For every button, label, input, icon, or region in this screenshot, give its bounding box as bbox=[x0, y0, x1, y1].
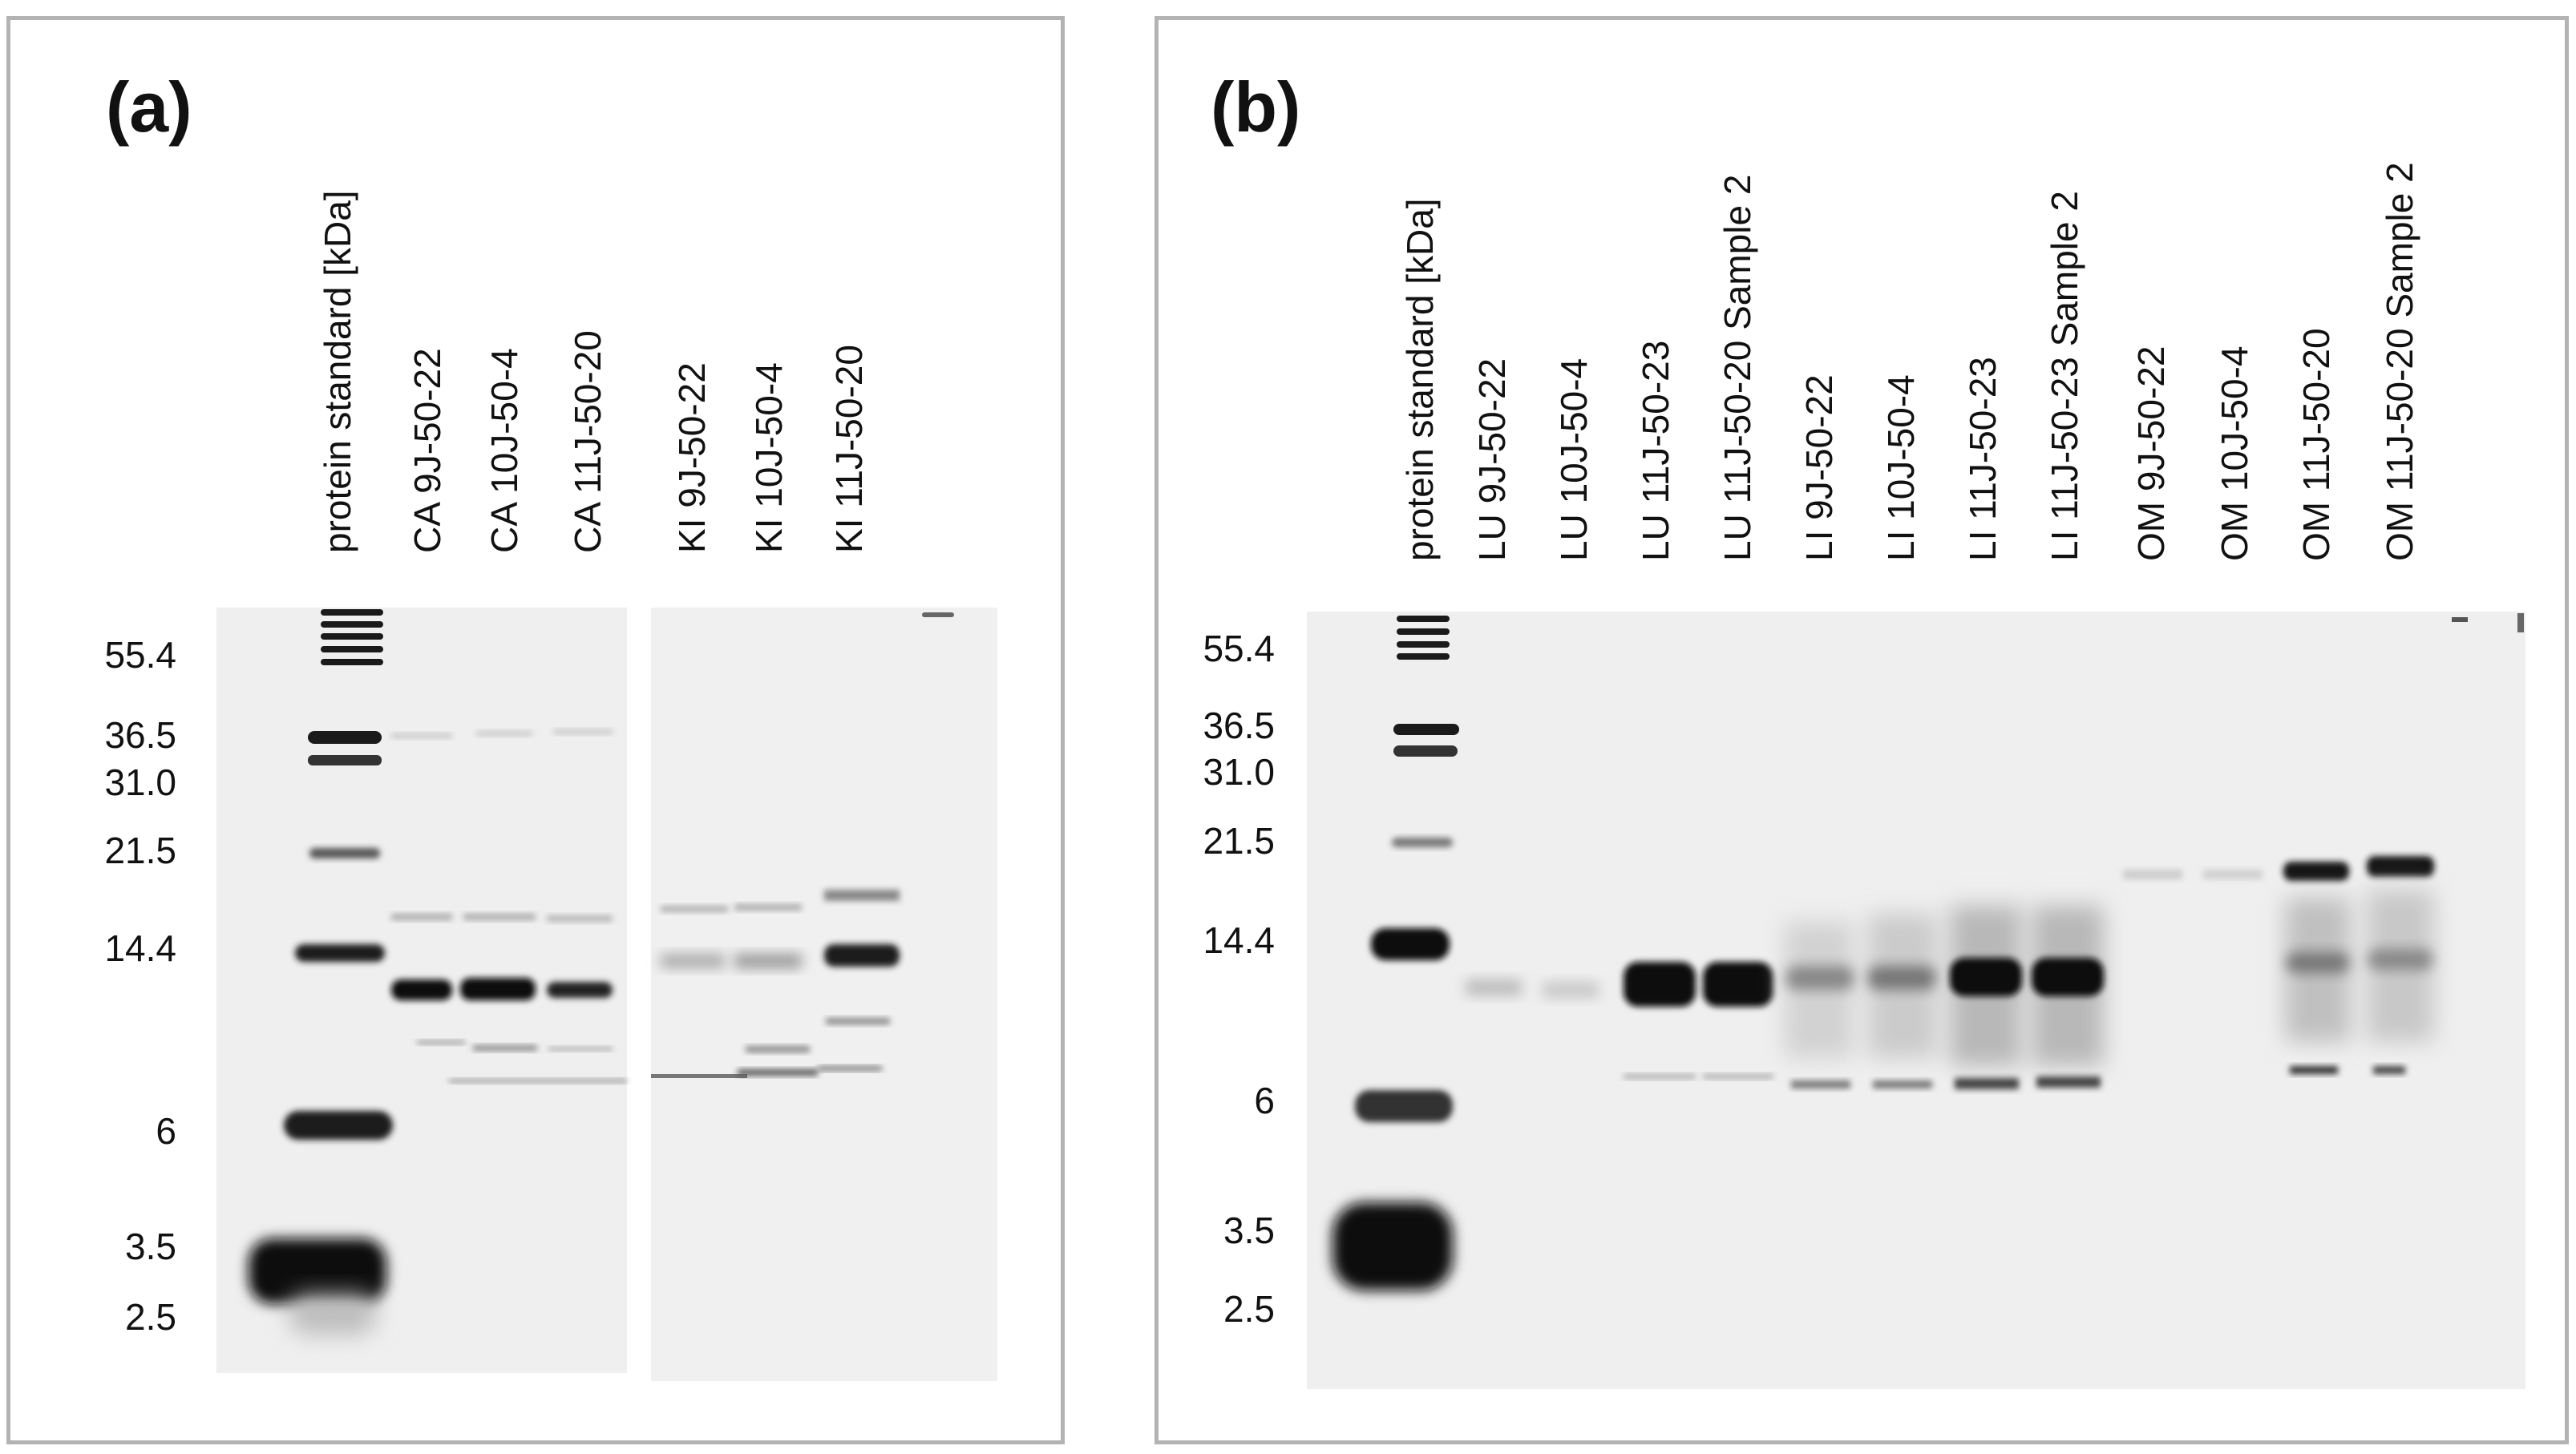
gel-a-left bbox=[216, 608, 627, 1373]
lane-label: CA 11J-50-20 bbox=[567, 330, 609, 553]
marker-label: 31.0 bbox=[1203, 751, 1275, 793]
marker-label: 55.4 bbox=[1203, 628, 1275, 669]
marker-label: 6 bbox=[1254, 1080, 1275, 1121]
marker-label: 3.5 bbox=[125, 1226, 176, 1267]
lane-label: OM 11J-50-20 bbox=[2295, 328, 2337, 561]
gel-a-right bbox=[651, 608, 997, 1381]
lane-label: OM 11J-50-20 Sample 2 bbox=[2379, 162, 2420, 561]
lane-label: CA 9J-50-22 bbox=[406, 348, 448, 553]
ladder-a bbox=[249, 609, 393, 1335]
marker-label: 2.5 bbox=[125, 1296, 176, 1338]
marker-label: 14.4 bbox=[104, 927, 176, 969]
lane-label: LU 11J-50-23 bbox=[1635, 340, 1676, 561]
om-bands bbox=[2123, 613, 2524, 1074]
lane-label: protein standard [kDa] bbox=[1399, 198, 1441, 561]
marker-label: 6 bbox=[156, 1110, 176, 1152]
lane-label: KI 11J-50-20 bbox=[828, 345, 870, 553]
marker-label: 36.5 bbox=[1203, 705, 1275, 746]
lane-label: LU 10J-50-4 bbox=[1553, 357, 1595, 561]
lane-label: protein standard [kDa] bbox=[317, 190, 358, 553]
marker-label: 2.5 bbox=[1223, 1288, 1275, 1330]
marker-label: 36.5 bbox=[104, 714, 176, 756]
marker-label: 55.4 bbox=[104, 634, 176, 676]
lane-label: LI 10J-50-4 bbox=[1880, 374, 1922, 561]
ca-bands bbox=[391, 729, 627, 1083]
marker-label: 3.5 bbox=[1223, 1210, 1275, 1251]
lane-label: KI 10J-50-4 bbox=[748, 362, 790, 553]
marker-label: 21.5 bbox=[1203, 820, 1275, 862]
panel-b-label: (b) bbox=[1211, 67, 1301, 147]
lane-label: CA 10J-50-4 bbox=[483, 348, 525, 553]
gel-b bbox=[1307, 612, 2525, 1389]
lane-label: LU 11J-50-20 Sample 2 bbox=[1717, 174, 1758, 561]
lane-label: LI 9J-50-22 bbox=[1798, 374, 1840, 561]
lane-label: OM 10J-50-4 bbox=[2214, 345, 2255, 561]
panel-a-label: (a) bbox=[106, 67, 192, 147]
marker-label: 31.0 bbox=[104, 761, 176, 803]
lane-label: KI 9J-50-22 bbox=[671, 362, 713, 553]
marker-label: 14.4 bbox=[1203, 919, 1275, 961]
lu-bands bbox=[1466, 962, 1773, 1079]
ladder-b bbox=[1332, 616, 1459, 1290]
lane-label: LI 11J-50-23 bbox=[1962, 357, 2004, 561]
lane-label: LI 11J-50-23 Sample 2 bbox=[2044, 191, 2085, 561]
lane-label: LU 9J-50-22 bbox=[1471, 357, 1513, 561]
marker-label: 21.5 bbox=[104, 830, 176, 871]
lane-label: OM 9J-50-22 bbox=[2130, 345, 2172, 561]
li-bands bbox=[1785, 906, 2104, 1089]
